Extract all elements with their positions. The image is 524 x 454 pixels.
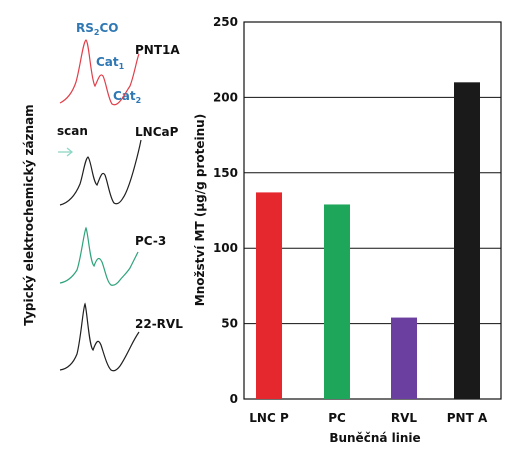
y-tick-label: 0: [230, 392, 238, 406]
x-axis-label: Buněčná linie: [329, 431, 420, 445]
bar: [256, 192, 282, 399]
trace-name-pnt1a: PNT1A: [135, 43, 180, 57]
bar: [391, 317, 417, 399]
y-tick-labels: 0 50 100 150 200 250: [213, 15, 238, 406]
y-tick-label: 250: [213, 15, 238, 29]
bars: [256, 82, 480, 399]
x-tick-label: LNC P: [249, 411, 289, 425]
plot-frame: [243, 21, 502, 400]
y-tick-label: 200: [213, 90, 238, 104]
x-tick-label: PC: [328, 411, 346, 425]
bar-chart: 0 50 100 150 200 250 LNC P PC RVL PNT A Množství…: [193, 15, 502, 445]
trace-panel-ylabel: Typický elektrochemický záznam: [22, 104, 36, 325]
y-tick-label: 100: [213, 241, 238, 255]
scan-label: scan: [57, 124, 88, 138]
trace-name-pc3: PC-3: [135, 234, 166, 248]
y-tick-label: 50: [221, 317, 238, 331]
y-tick-label: 150: [213, 166, 238, 180]
x-tick-label: RVL: [391, 411, 418, 425]
trace-name-22rvl: 22-RVL: [135, 317, 183, 331]
peak-label-cat1: Cat1: [96, 55, 125, 71]
scan-arrow: [58, 147, 74, 157]
trace-22rvl: [59, 302, 140, 372]
trace-lncap: [59, 139, 142, 206]
trace-pnt1a: [59, 39, 140, 106]
x-tick-label: PNT A: [447, 411, 488, 425]
bar: [324, 204, 350, 399]
trace-name-lncap: LNCaP: [135, 125, 179, 139]
peak-label-rs2co: RS2CO: [76, 21, 118, 37]
trace-pc3: [59, 226, 139, 286]
peak-label-cat2: Cat2: [113, 89, 141, 105]
x-tick-labels: LNC P PC RVL PNT A: [249, 411, 488, 425]
y-axis-label: Množství MT (μg/g proteinu): [193, 114, 207, 306]
trace-panel: Typický elektrochemický záznam RS2CO Cat…: [22, 21, 183, 372]
bar: [454, 82, 480, 399]
